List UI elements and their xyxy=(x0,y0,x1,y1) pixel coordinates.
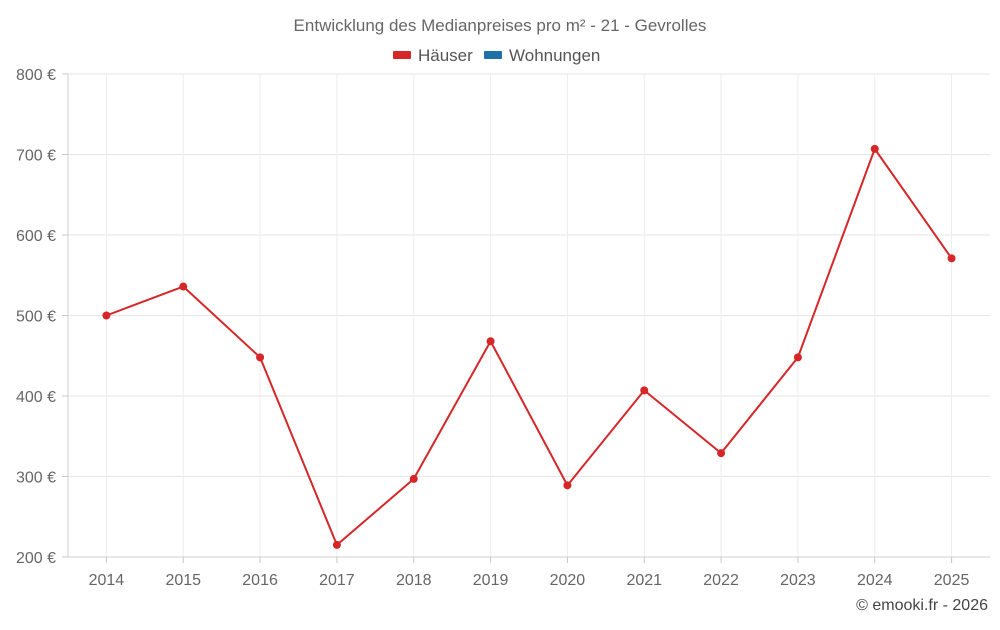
data-point-2014[interactable] xyxy=(102,311,111,320)
y-tick-label: 700 € xyxy=(16,148,56,165)
x-tick-label: 2021 xyxy=(626,572,662,589)
y-tick-label: 500 € xyxy=(16,309,56,326)
legend-label-wohnungen[interactable]: Wohnungen xyxy=(509,46,600,65)
x-tick-label: 2018 xyxy=(396,572,432,589)
x-tick-label: 2017 xyxy=(319,572,355,589)
data-point-2015[interactable] xyxy=(179,282,188,291)
x-tick-label: 2022 xyxy=(703,572,739,589)
copyright-credit: © emooki.fr - 2026 xyxy=(856,597,988,614)
data-point-2025[interactable] xyxy=(947,254,956,263)
x-tick-label: 2023 xyxy=(780,572,816,589)
x-tick-label: 2019 xyxy=(473,572,509,589)
data-point-2021[interactable] xyxy=(640,386,649,395)
x-tick-label: 2014 xyxy=(89,572,125,589)
data-point-2019[interactable] xyxy=(486,337,495,346)
data-point-2024[interactable] xyxy=(870,144,879,153)
y-tick-label: 800 € xyxy=(16,67,56,84)
chart-title: Entwicklung des Medianpreises pro m² - 2… xyxy=(294,16,707,35)
series-haeuser xyxy=(102,144,956,549)
y-tick-label: 400 € xyxy=(16,389,56,406)
x-tick-label: 2025 xyxy=(934,572,970,589)
x-tick-label: 2015 xyxy=(165,572,201,589)
legend-swatch-wohnungen xyxy=(484,51,502,59)
y-tick-label: 600 € xyxy=(16,228,56,245)
data-point-2020[interactable] xyxy=(563,481,572,490)
x-axis-ticks: 2014 2015 2016 2017 2018 2019 2020 2021 2022 2023… xyxy=(89,557,970,589)
series-line-haeuser xyxy=(106,147,953,546)
y-tick-label: 200 € xyxy=(16,550,56,567)
grid xyxy=(68,73,990,557)
data-point-2018[interactable] xyxy=(409,474,418,483)
x-tick-label: 2016 xyxy=(242,572,278,589)
x-tick-label: 2024 xyxy=(857,572,893,589)
data-point-2023[interactable] xyxy=(793,353,802,362)
data-point-2016[interactable] xyxy=(256,353,265,362)
x-tick-label: 2020 xyxy=(550,572,586,589)
y-tick-label: 300 € xyxy=(16,470,56,487)
legend: Häuser Wohnungen xyxy=(393,46,600,65)
y-axis-ticks: 200 € 300 € 400 € 500 € 600 € 700 € 800 € xyxy=(16,67,68,567)
legend-label-haeuser[interactable]: Häuser xyxy=(418,46,473,65)
data-point-2022[interactable] xyxy=(717,449,726,458)
data-point-2017[interactable] xyxy=(332,540,341,549)
legend-swatch-haeuser xyxy=(393,51,411,59)
